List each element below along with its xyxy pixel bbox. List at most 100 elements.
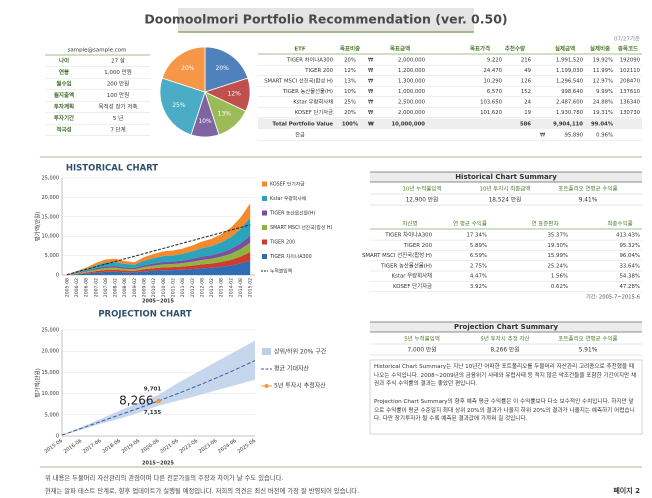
x-tick-label: 2012-08 (199, 278, 205, 297)
etf-cell: 13% (344, 79, 356, 85)
y-axis-label: 평가액(만원) (34, 368, 42, 398)
profile-label: 연봉 (59, 68, 69, 76)
x-tick-label: 2013-02 (209, 278, 215, 297)
profile-value: 7 단계 (110, 126, 125, 134)
legend-swatch (262, 225, 267, 230)
x-tick-label: 2007-02 (93, 278, 99, 297)
etf-cell: 1,199,030 (556, 68, 584, 74)
y-tick-label: 10,000 (42, 234, 60, 240)
etf-cell: 24.88% (593, 100, 613, 106)
etf-header: 목표금액 (390, 45, 410, 53)
etf-total-cell: Total Portfolio Value (272, 122, 333, 128)
etf-cell: 9,220 (487, 58, 503, 64)
pie-label: 13% (218, 110, 232, 117)
etf-total-cell: 99.04% (591, 122, 614, 128)
etf-cell: 2,000,000 (398, 110, 426, 116)
etf-cell: 2,500,000 (398, 100, 426, 106)
asset-cell: 413.43% (616, 233, 640, 239)
title-box (178, 8, 474, 32)
legend-label: TIGER 농산물선물(H) (269, 210, 315, 217)
etf-cell: 12.97% (593, 79, 613, 85)
etf-cell: 25% (344, 100, 356, 106)
etf-cell: 9.99% (596, 89, 613, 95)
etf-cell: 6,570 (487, 89, 503, 95)
x-tick-label: 2010-08 (161, 278, 167, 297)
etf-cell: 2,487,600 (556, 100, 584, 106)
y-tick-label: 10,000 (42, 391, 60, 397)
note-paragraph: Projection Chart Summary의 향후 예측 평균 수익률은 … (374, 399, 635, 423)
etf-cell: 19.92% (593, 58, 613, 64)
etf-cell: 1,000,000 (398, 89, 426, 95)
etf-cell: 24,470 (483, 68, 502, 74)
etf-cell: 24 (524, 100, 531, 106)
etf-total-cell: ₩ (368, 122, 374, 128)
legend-swatch (262, 181, 267, 187)
summary-title-bg (370, 172, 642, 182)
asset-cell: TIGER 200 (403, 243, 433, 249)
etf-cell: ₩ (368, 110, 374, 116)
page-title: Doomoolmori Portfolio Recommendation (ve… (144, 12, 507, 27)
asset-cell: 33.64% (619, 263, 640, 269)
balance-label: 잔금 (295, 131, 305, 139)
profile-value: 27 살 (111, 57, 125, 65)
etf-cell: 1,991,520 (556, 58, 584, 64)
pie-slice (161, 46, 206, 93)
date: 07/27기준 (614, 35, 640, 43)
x-tick-label: 2022-06 (179, 438, 200, 455)
x-tick-label: 2013-08 (219, 278, 225, 297)
etf-total-cell: 586 (520, 122, 531, 128)
x-tick-label: 2016-06 (63, 438, 84, 455)
summary-header: 10년 투자시 최종금액 (480, 185, 531, 193)
asset-cell: 54.38% (619, 274, 640, 280)
profile-label: 적극성 (56, 126, 71, 134)
etf-total-cell: 10,000,000 (391, 122, 425, 128)
pie-label: 12% (228, 90, 242, 97)
x-tick-label: 2011-08 (180, 278, 186, 297)
chart-subtitle: 2015~2025 (142, 461, 175, 467)
asset-cell: SMART MSCI 선진국(합성 H) (362, 251, 432, 259)
note-paragraph: Historical Chart Summary는 지난 10년간 어떠한 포트… (374, 364, 637, 388)
y-tick-label: 25,000 (42, 176, 60, 182)
legend-swatch (262, 210, 267, 216)
etf-header: 실제금액 (555, 45, 575, 53)
notes-container: Projection Chart Summary의 향후 예측 평균 수익률은 … (374, 399, 635, 423)
asset-cell: Kstar 우량회사채 (392, 272, 433, 280)
etf-cell: 1,300,000 (398, 79, 426, 85)
summary-value: 5.91% (579, 348, 598, 354)
legend-label: 상위/하위 20% 구간 (274, 348, 327, 356)
profile-label: 투자기간 (54, 114, 74, 122)
x-tick-label: 2015-06 (43, 438, 64, 455)
pie-label: 25% (172, 102, 186, 109)
balance-weight: 0.96% (596, 133, 613, 139)
y-tick-label: 15,000 (42, 214, 60, 220)
etf-cell: 49 (524, 68, 531, 74)
summary-header: 포트폴리오 연평균 수익률 (558, 335, 617, 343)
etf-cell: 998,640 (561, 89, 584, 95)
x-tick-label: 2009-08 (142, 278, 148, 297)
profile-label: 월수입 (56, 80, 71, 88)
area (66, 235, 251, 275)
asset-cell: 3.92% (470, 284, 487, 290)
asset-cell: 1.56% (551, 274, 568, 280)
legend-label: TIGER 차이나A300 (269, 253, 312, 260)
legend-label: 평균 기대자산 (274, 365, 310, 373)
page-number: 페이지 2 (613, 486, 640, 495)
period-note: 기간: 2005-7~2015-6 (586, 293, 640, 301)
asset-cell: TIGER 농산물선물(H) (380, 261, 432, 269)
etf-cell: 192090 (620, 58, 641, 64)
profile-value: 200 만원 (107, 80, 129, 88)
x-tick-label: 2019-06 (121, 438, 142, 455)
y-tick-label: 0 (56, 434, 59, 440)
summary-value: 9.41% (579, 198, 598, 204)
y-tick-label: 5,000 (45, 253, 59, 259)
etf-cell: 137610 (620, 89, 641, 95)
annotation: 9,701 (144, 386, 162, 392)
pie-slice (159, 77, 206, 136)
etf-header: 실제비중 (590, 45, 610, 53)
asset-cell: 0.62% (551, 284, 568, 290)
asset-header: 자산명 (402, 220, 417, 228)
asset-cell: 96.04% (619, 253, 640, 259)
etf-cell: 208470 (620, 79, 641, 85)
etf-cell: 19.31% (593, 110, 613, 116)
